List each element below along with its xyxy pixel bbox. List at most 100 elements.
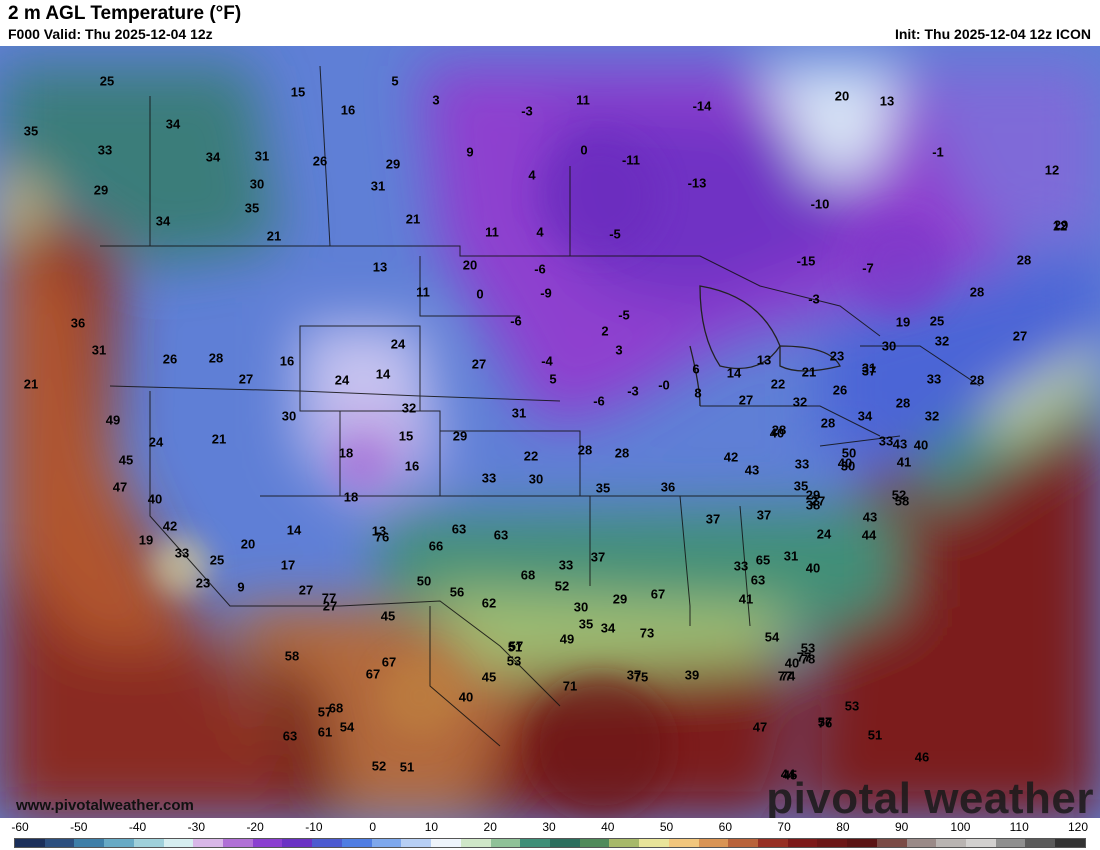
color-bar-swatch <box>579 839 610 847</box>
temperature-value: 19 <box>138 532 154 548</box>
temperature-value: -13 <box>687 175 707 191</box>
color-bar-swatch <box>341 839 372 847</box>
legend-tick: -10 <box>305 820 323 834</box>
temperature-value: 58 <box>284 648 300 664</box>
temperature-value: 0 <box>476 286 484 302</box>
color-bar-swatch <box>847 839 877 847</box>
temperature-value: 30 <box>528 471 544 487</box>
color-bar-swatch <box>728 839 758 847</box>
temperature-value: 34 <box>600 620 616 636</box>
temperature-value: 50 <box>841 445 857 461</box>
temperature-value: 31 <box>861 360 877 376</box>
temperature-value: 13 <box>756 352 772 368</box>
temperature-value: 73 <box>639 625 655 641</box>
temperature-value: 28 <box>969 284 985 300</box>
temperature-value: 57 <box>317 704 333 720</box>
temperature-value: 33 <box>558 557 574 573</box>
temperature-value: 5 <box>391 73 399 89</box>
temperature-value: -3 <box>627 383 639 399</box>
temperature-value: 53 <box>506 653 522 669</box>
temperature-value: 77 <box>321 590 337 606</box>
temperature-value: 30 <box>281 408 297 424</box>
temperature-value: 37 <box>590 549 606 565</box>
temperature-value: 27 <box>298 582 314 598</box>
temperature-value: 23 <box>195 575 211 591</box>
temperature-value: 25 <box>99 73 115 89</box>
legend-tick: 50 <box>659 820 674 834</box>
init-time: Init: Thu 2025-12-04 12z ICON <box>894 26 1091 42</box>
color-bar-swatch <box>133 839 164 847</box>
temperature-value: 33 <box>926 371 942 387</box>
color-bar-swatch <box>609 839 640 847</box>
temperature-value: 37 <box>756 507 772 523</box>
temperature-value: 47 <box>112 479 128 495</box>
temperature-value: 16 <box>279 353 295 369</box>
color-bar-swatch <box>817 839 848 847</box>
temperature-value: 53 <box>800 640 816 656</box>
temperature-value: 9 <box>237 579 245 595</box>
temperature-value: 58 <box>894 493 910 509</box>
temperature-value: 33 <box>174 545 190 561</box>
temperature-value: 35 <box>578 616 594 632</box>
temperature-field <box>0 46 1100 818</box>
legend-tick: 70 <box>777 820 791 834</box>
temperature-value: 40 <box>837 455 853 471</box>
temperature-value: 44 <box>780 766 796 782</box>
temperature-map[interactable]: 25 15 5 35 33 34 34 31 29 30 26 34 35 21 29 31 21 16 11 3 -3… <box>0 46 1100 818</box>
color-bar-swatch <box>193 839 224 847</box>
temperature-value: 74 <box>780 668 796 684</box>
color-bar-swatch <box>44 839 75 847</box>
temperature-value: 8 <box>694 385 702 401</box>
legend-tick: 0 <box>369 820 376 834</box>
temperature-value: -6 <box>510 313 522 329</box>
temperature-value: 33 <box>481 470 497 486</box>
temperature-value: 6 <box>692 361 700 377</box>
temperature-value: 9 <box>466 144 474 160</box>
temperature-value: 51 <box>507 639 523 655</box>
temperature-value: 67 <box>365 666 381 682</box>
temperature-value: 40 <box>769 425 785 441</box>
temperature-value: 27 <box>238 371 254 387</box>
temperature-value: 27 <box>738 392 754 408</box>
color-bar-swatch <box>936 839 966 847</box>
temperature-value: 42 <box>162 518 178 534</box>
temperature-value: 26 <box>312 153 328 169</box>
legend-tick: 20 <box>483 820 497 834</box>
temperature-value: 13 <box>372 259 388 275</box>
temperature-value: 31 <box>783 548 799 564</box>
temperature-value: 77 <box>796 649 812 665</box>
legend-tick: -60 <box>11 820 29 834</box>
temperature-value: 36 <box>70 315 86 331</box>
color-bar-swatch <box>223 839 253 847</box>
temperature-value: 52 <box>554 578 570 594</box>
temperature-value: 43 <box>744 462 760 478</box>
temperature-value: -9 <box>540 285 552 301</box>
color-bar-swatch <box>431 839 461 847</box>
temperature-value: 45 <box>118 452 134 468</box>
map-title: 2 m AGL Temperature (°F) <box>8 3 242 24</box>
temperature-value: 43 <box>862 509 878 525</box>
temperature-value: 3 <box>615 342 623 358</box>
temperature-value: 40 <box>805 560 821 576</box>
color-bar-swatch <box>668 839 699 847</box>
temperature-value: 29 <box>452 428 468 444</box>
temperature-value: 44 <box>861 527 877 543</box>
temperature-value: 11 <box>416 284 430 300</box>
temperature-value: 37 <box>705 511 721 527</box>
temperature-value: 63 <box>282 728 298 744</box>
temperature-value: -5 <box>618 307 630 323</box>
temperature-value: 13 <box>371 523 387 539</box>
temperature-value: 29 <box>385 156 401 172</box>
temperature-value: 13 <box>879 93 895 109</box>
temperature-value: 20 <box>240 536 256 552</box>
temperature-value: -7 <box>862 260 874 276</box>
temperature-value: 50 <box>416 573 432 589</box>
temperature-value: 21 <box>405 211 421 227</box>
temperature-value: 24 <box>390 336 406 352</box>
temperature-value: 23 <box>829 348 845 364</box>
color-bar-swatch <box>401 839 432 847</box>
temperature-value: 32 <box>401 400 417 416</box>
temperature-value: 53 <box>844 698 860 714</box>
color-bar-swatch <box>966 839 996 847</box>
color-bar-swatch <box>698 839 729 847</box>
